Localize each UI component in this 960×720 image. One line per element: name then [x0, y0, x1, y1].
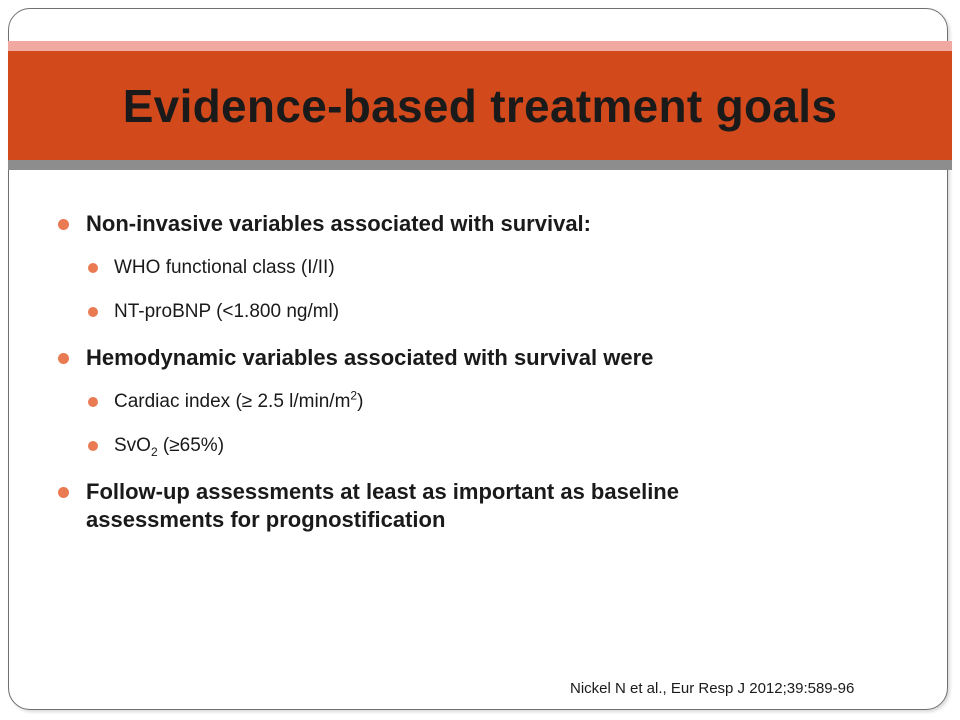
follow-up-line-2: assessments for prognostification: [86, 507, 446, 532]
title-bottom-stripe: [8, 160, 952, 170]
cardiac-index-superscript: 2: [350, 388, 358, 403]
cardiac-index-text: Cardiac index (≥ 2.5 l/min/m: [114, 391, 351, 412]
follow-up-line-1: Follow-up assessments at least as import…: [86, 479, 679, 504]
title-top-stripe: [8, 41, 952, 51]
title-band: Evidence-based treatment goals: [8, 51, 952, 160]
bullet-follow-up-assessments: Follow-up assessments at least as import…: [58, 478, 918, 534]
bullet-list: Non-invasive variables associated with s…: [58, 210, 918, 552]
sub-bullet-svo2: SvO2 (≥65%): [88, 434, 918, 458]
slide-title: Evidence-based treatment goals: [122, 79, 838, 132]
slide-frame: [8, 8, 948, 710]
sub-bullet-cardiac-index: Cardiac index (≥ 2.5 l/min/m2): [88, 390, 918, 414]
sub-bullet-nt-probnp: NT-proBNP (<1.800 ng/ml): [88, 300, 918, 324]
citation: Nickel N et al., Eur Resp J 2012;39:589-…: [570, 680, 855, 697]
svo2-subscript: 2: [150, 444, 158, 459]
sub-bullet-who-class: WHO functional class (I/II): [88, 256, 918, 280]
svo2-text: SvO: [114, 435, 151, 456]
bullet-non-invasive-variables: Non-invasive variables associated with s…: [58, 210, 918, 238]
bullet-hemodynamic-variables: Hemodynamic variables associated with su…: [58, 344, 918, 372]
cardiac-index-close: ): [357, 391, 364, 412]
svo2-value: (≥65%): [157, 435, 225, 456]
